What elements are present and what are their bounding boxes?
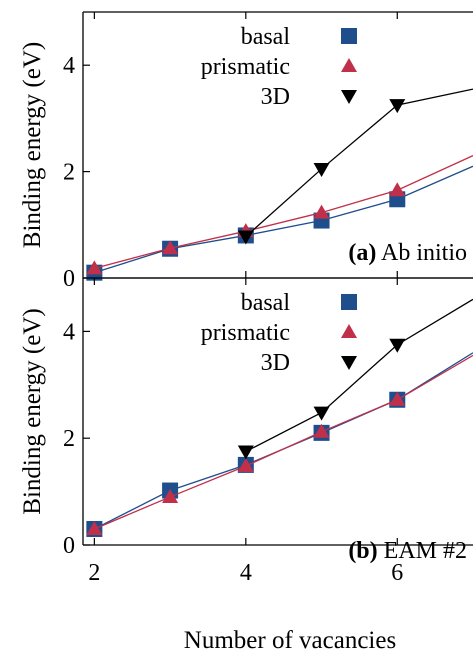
legend-label: basal — [241, 24, 291, 50]
legend-marker-prismatic — [341, 58, 357, 72]
x-tick-label: 4 — [240, 560, 252, 586]
series-3d-point — [389, 338, 406, 353]
y-tick-label: 4 — [63, 53, 75, 79]
x-tick-label: 2 — [88, 560, 100, 586]
panel-label: (a) Ab initio — [348, 240, 467, 266]
series-basal-line — [94, 165, 473, 274]
legend-label: 3D — [261, 84, 290, 110]
series-3d-line — [245, 88, 473, 237]
series-prismatic-point — [162, 488, 179, 503]
legend-label: prismatic — [201, 320, 290, 346]
series-3d-line — [245, 298, 473, 453]
legend-label: prismatic — [201, 54, 290, 80]
series-3d-point — [313, 162, 330, 177]
legend-marker-basal — [341, 28, 357, 44]
legend-marker-prismatic — [341, 324, 357, 338]
y-tick-label: 4 — [63, 319, 75, 345]
series-prismatic-point — [162, 240, 179, 255]
y-axis-label: Binding energy (eV) — [19, 42, 46, 248]
series-prismatic-line — [94, 354, 473, 530]
series-prismatic-point — [86, 520, 103, 535]
series-3d-point — [237, 230, 254, 245]
panel-label-letter: (b) — [348, 538, 377, 564]
series-3d-point — [389, 99, 406, 114]
panel-label-text: EAM #2 — [378, 538, 467, 564]
y-tick-label: 2 — [63, 426, 75, 452]
y-tick-label: 0 — [63, 266, 75, 292]
legend-marker-3d — [341, 90, 357, 104]
chart-panel-a: 0 2 4 Binding energy (eV) basal prismatic 3D (a… — [19, 11, 473, 292]
series-prismatic-line — [94, 155, 473, 270]
legend-marker-3d — [341, 356, 357, 370]
legend-label: 3D — [261, 350, 290, 376]
series-prismatic-point — [313, 204, 330, 219]
series-3d-point — [313, 406, 330, 421]
panel-label-text: Ab initio — [376, 240, 467, 266]
series-basal-line — [94, 352, 473, 530]
series-prismatic-point — [389, 391, 406, 406]
series-prismatic-point — [313, 423, 330, 438]
series-prismatic-point — [86, 260, 103, 275]
legend-label: basal — [241, 290, 291, 316]
series-3d-point — [237, 445, 254, 460]
x-axis-label: Number of vacancies — [184, 627, 396, 654]
panel-label-letter: (a) — [348, 240, 376, 266]
series-prismatic-point — [389, 182, 406, 197]
y-tick-label: 2 — [63, 160, 75, 186]
series-prismatic-point — [237, 457, 254, 472]
x-tick-label: 6 — [391, 560, 403, 586]
panel-label: (b) EAM #2 — [348, 538, 467, 564]
y-tick-label: 0 — [63, 533, 75, 559]
y-axis-label: Binding energy (eV) — [19, 308, 46, 514]
legend-marker-basal — [341, 294, 357, 310]
